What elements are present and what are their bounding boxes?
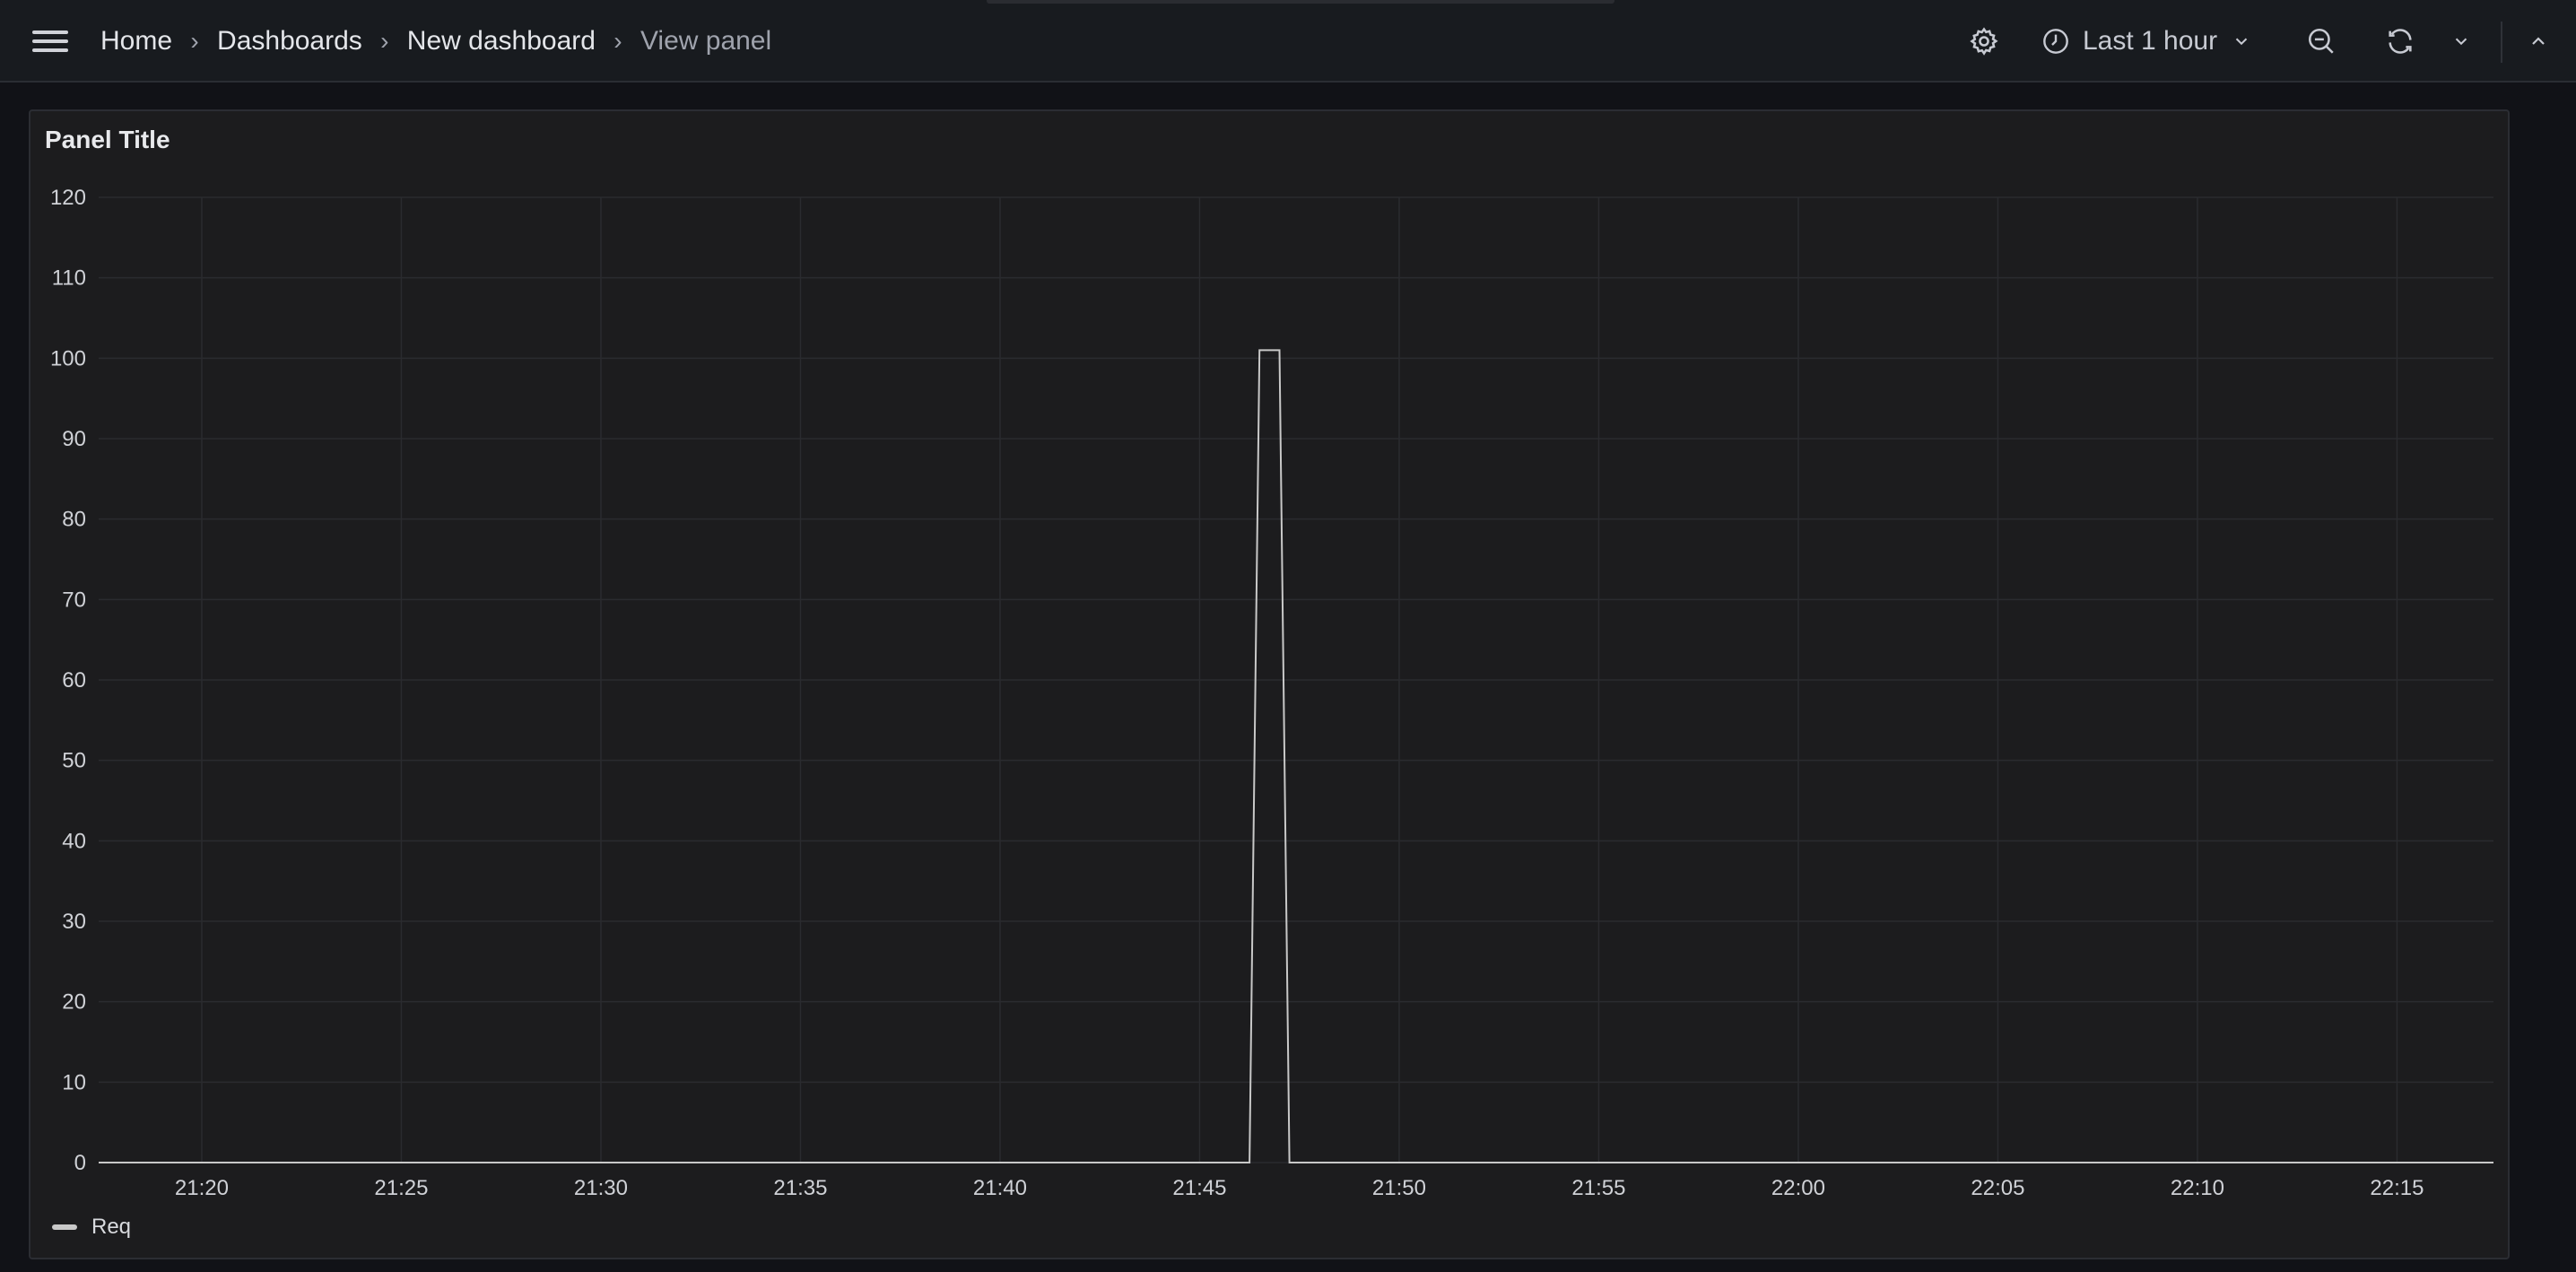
- refresh-interval-dropdown[interactable]: [2441, 22, 2481, 61]
- time-range-label: Last 1 hour: [2083, 26, 2218, 56]
- zoom-out-button[interactable]: [2302, 22, 2341, 61]
- chevron-down-icon: [2455, 38, 2467, 46]
- y-tick-label: 60: [62, 668, 86, 693]
- zoom-out-icon: [2308, 28, 2334, 54]
- x-tick-label: 21:30: [574, 1176, 628, 1200]
- y-tick-label: 30: [62, 910, 86, 934]
- refresh-button[interactable]: [2380, 22, 2420, 61]
- panel: Panel Title 0 10 20 30 40 50 60 70 80 90 100 110 120…: [29, 109, 2510, 1259]
- top-navbar: Home › Dashboards › New dashboard › View…: [0, 0, 2576, 83]
- time-range-picker[interactable]: Last 1 hour: [2041, 18, 2284, 65]
- breadcrumb-new-dashboard[interactable]: New dashboard: [406, 26, 596, 56]
- legend-label: Req: [91, 1215, 132, 1239]
- breadcrumb: Home › Dashboards › New dashboard › View…: [100, 0, 771, 83]
- series-line-req: [99, 349, 2493, 1163]
- panel-title[interactable]: Panel Title: [45, 126, 170, 153]
- chart-grid: [99, 196, 2493, 1163]
- breadcrumb-current: View panel: [640, 26, 772, 56]
- chevron-right-icon: ›: [614, 27, 622, 55]
- x-tick-label: 21:20: [175, 1176, 229, 1200]
- y-tick-label: 0: [74, 1151, 86, 1175]
- x-tick-label: 22:05: [1971, 1176, 2024, 1200]
- scroll-indicator: [987, 0, 1614, 4]
- legend-item-req[interactable]: Req: [52, 1211, 131, 1243]
- x-tick-label: 21:55: [1571, 1176, 1625, 1200]
- breadcrumb-home[interactable]: Home: [100, 26, 173, 56]
- x-tick-label: 21:50: [1372, 1176, 1426, 1200]
- chevron-up-icon: [2532, 37, 2545, 45]
- y-tick-label: 100: [50, 346, 86, 370]
- y-tick-label: 20: [62, 990, 86, 1015]
- x-tick-label: 22:00: [1771, 1176, 1825, 1200]
- x-tick-label: 21:35: [773, 1176, 827, 1200]
- chart-series: [99, 349, 2493, 1163]
- y-axis-ticks: 0 10 20 30 40 50 60 70 80 90 100 110 120: [50, 186, 86, 1175]
- refresh-icon: [2389, 29, 2412, 54]
- menu-toggle-button[interactable]: [25, 23, 75, 59]
- y-tick-label: 90: [62, 427, 86, 451]
- chevron-right-icon: ›: [190, 27, 199, 55]
- y-tick-label: 70: [62, 588, 86, 612]
- gear-icon: [1970, 27, 1998, 56]
- clock-icon: [2043, 29, 2068, 54]
- x-tick-label: 21:45: [1172, 1176, 1226, 1200]
- x-tick-label: 21:25: [374, 1176, 428, 1200]
- x-tick-label: 22:10: [2171, 1176, 2224, 1200]
- breadcrumb-dashboards[interactable]: Dashboards: [217, 26, 362, 56]
- y-tick-label: 40: [62, 829, 86, 853]
- x-axis-ticks: 21:20 21:25 21:30 21:35 21:40 21:45 21:50 21:55…: [175, 1176, 2424, 1200]
- chevron-down-icon: [2235, 38, 2248, 46]
- collapse-topbar-button[interactable]: [2519, 22, 2558, 61]
- settings-button[interactable]: [1964, 22, 2004, 61]
- y-tick-label: 80: [62, 508, 86, 532]
- legend-swatch: [52, 1224, 77, 1230]
- toolbar-divider: [2501, 22, 2502, 63]
- x-tick-label: 22:15: [2370, 1176, 2424, 1200]
- x-tick-label: 21:40: [973, 1176, 1027, 1200]
- chevron-right-icon: ›: [380, 27, 389, 55]
- y-tick-label: 110: [52, 266, 86, 291]
- y-tick-label: 50: [62, 749, 86, 773]
- y-tick-label: 10: [62, 1070, 86, 1094]
- y-tick-label: 120: [50, 186, 86, 210]
